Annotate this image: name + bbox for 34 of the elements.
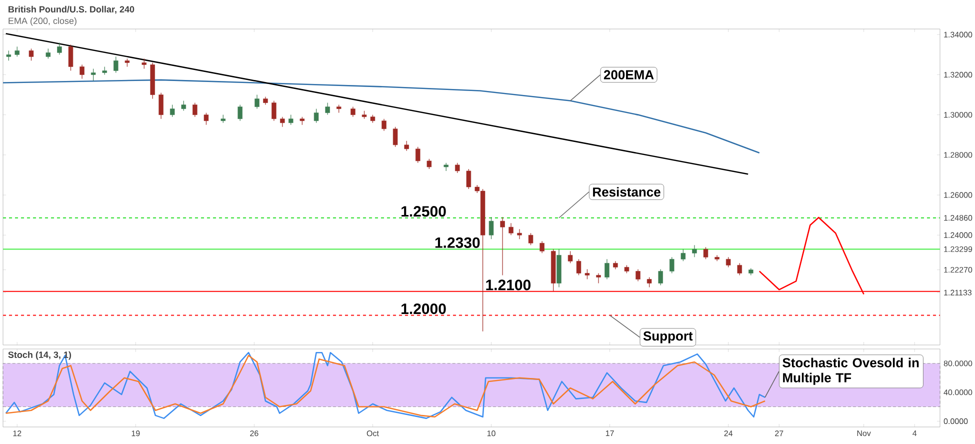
x-tick-label: 4	[912, 430, 917, 436]
y-tick-label: 1.28000	[944, 152, 972, 158]
y-tick-label: 1.24000	[944, 232, 972, 238]
x-tick-label: 10	[487, 430, 496, 436]
x-tick-label: 17	[606, 430, 614, 436]
annotation: Support	[643, 331, 693, 344]
y-tick-label: 1.24860	[944, 215, 972, 221]
y-tick-label: 1.23299	[944, 246, 972, 252]
y-tick-label: 1.34000	[944, 32, 972, 38]
y-tick-label: 1.21133	[944, 290, 972, 296]
chart-title: Stoch (14, 3, 1)	[8, 351, 72, 360]
text: EMA (200, close)	[8, 17, 76, 26]
y-tick-label: 1.32000	[944, 72, 972, 78]
y-tick-label: 80.0000	[944, 360, 972, 366]
y-tick-label: 40.0000	[944, 389, 972, 396]
x-tick-label: Oct	[366, 430, 379, 436]
annotation: 1.2100	[486, 280, 530, 290]
y-tick-label: 1.22270	[944, 266, 972, 273]
x-tick-label: 26	[250, 430, 258, 436]
y-tick-label: 1.30000	[944, 112, 972, 118]
x-tick-label: 19	[132, 430, 140, 436]
annotation: 1.2500	[402, 206, 446, 217]
annotation: Resistance	[593, 187, 660, 197]
chart-title: British Pound/U.S. Dollar, 240	[8, 6, 134, 14]
x-tick-label: Nov	[857, 430, 871, 436]
x-tick-label: 24	[724, 430, 733, 436]
annotation: 200EMA	[604, 70, 654, 80]
annotation: Stochastic Ovesold in Multiple TF	[782, 358, 919, 385]
y-tick-label: 1.26000	[944, 192, 972, 198]
y-tick-label: 0.0000	[944, 418, 968, 424]
x-tick-label: 12	[13, 430, 22, 436]
annotation: 1.2000	[402, 303, 446, 314]
x-tick-label: 27	[775, 430, 784, 436]
annotation: 1.2330	[435, 237, 480, 248]
